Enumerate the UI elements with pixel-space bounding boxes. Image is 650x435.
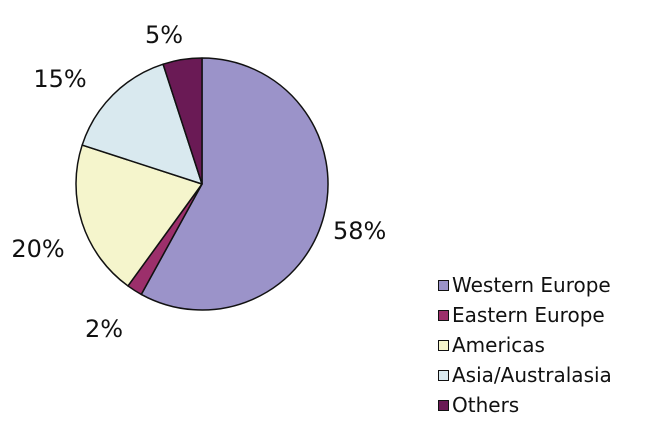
pie-label-others: 5% bbox=[145, 21, 183, 49]
legend-label: Eastern Europe bbox=[452, 303, 605, 327]
pie-label-eastern-europe: 2% bbox=[85, 315, 123, 343]
legend-swatch bbox=[438, 369, 449, 381]
pie-slices bbox=[75, 57, 329, 311]
legend-swatch bbox=[438, 399, 449, 411]
pie-slice-western-europe bbox=[140, 57, 329, 311]
pie-slice-americas bbox=[75, 144, 203, 287]
legend-item-asia-australasia: Asia/Australasia bbox=[438, 360, 612, 390]
legend-label: Western Europe bbox=[452, 273, 611, 297]
legend-item-eastern-europe: Eastern Europe bbox=[438, 300, 612, 330]
pie-label-asia-australasia: 15% bbox=[33, 65, 86, 93]
pie-slice-others bbox=[162, 57, 203, 185]
legend-swatch bbox=[438, 279, 449, 291]
legend-label: Americas bbox=[452, 333, 545, 357]
legend-label: Others bbox=[452, 393, 520, 417]
legend-label: Asia/Australasia bbox=[452, 363, 612, 387]
chart-legend: Western Europe Eastern Europe Americas Asia… bbox=[438, 270, 612, 420]
pie-label-americas: 20% bbox=[11, 235, 64, 263]
pie-percent-labels: 58% 2% 20% 15% 5% bbox=[11, 21, 386, 343]
legend-swatch bbox=[438, 309, 449, 321]
legend-item-americas: Americas bbox=[438, 330, 612, 360]
legend-item-others: Others bbox=[438, 390, 612, 420]
legend-item-western-europe: Western Europe bbox=[438, 270, 612, 300]
pie-label-western-europe: 58% bbox=[333, 217, 386, 245]
legend-swatch bbox=[438, 339, 449, 351]
